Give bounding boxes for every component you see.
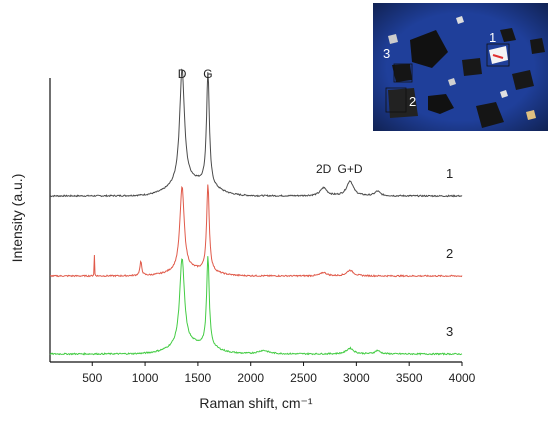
- x-tick-label: 4000: [449, 371, 476, 385]
- series-label-1: 1: [446, 166, 453, 181]
- red-mark: [492, 54, 504, 59]
- micrograph-inset: 1 2 3: [373, 3, 548, 131]
- flake: [392, 64, 412, 82]
- flake: [428, 94, 454, 114]
- spectrum-line-1: [49, 68, 463, 198]
- flake: [476, 102, 504, 128]
- series-labels: 1 2 3: [446, 166, 453, 339]
- flake: [526, 110, 536, 120]
- peak-label: G+D: [338, 162, 363, 176]
- x-axis-title: Raman shift, cm⁻¹: [199, 395, 313, 411]
- x-tick-label: 3500: [396, 371, 423, 385]
- inset-highlight-box: [486, 43, 510, 67]
- series-label-2: 2: [446, 246, 453, 261]
- flake: [462, 58, 482, 76]
- series-group: [49, 68, 463, 356]
- flake: [500, 90, 508, 98]
- flake: [410, 30, 448, 68]
- axes: [49, 78, 462, 363]
- flake: [388, 34, 398, 44]
- inset-label-2: 2: [409, 94, 416, 109]
- series-label-3: 3: [446, 324, 453, 339]
- spectrum-line-3: [49, 256, 463, 356]
- inset-box-3: [393, 63, 413, 83]
- x-tick-label: 2500: [290, 371, 317, 385]
- bright-flake: [489, 46, 508, 64]
- spectrum-line-2: [49, 184, 463, 278]
- peak-label: D: [178, 67, 187, 81]
- inset-box-2: [385, 87, 407, 113]
- x-ticks: 500 1000 1500 2000 2500 3000 3500 4000: [82, 362, 476, 385]
- x-tick-label: 3000: [343, 371, 370, 385]
- flake: [530, 38, 545, 54]
- y-axis-title: Intensity (a.u.): [9, 174, 25, 263]
- x-tick-label: 2000: [237, 371, 264, 385]
- inset-label-3: 3: [383, 46, 390, 61]
- x-tick-label: 1500: [185, 371, 212, 385]
- peak-label: G: [203, 67, 212, 81]
- inset-label-1: 1: [489, 30, 496, 45]
- flake: [512, 70, 534, 90]
- x-tick-label: 500: [82, 371, 102, 385]
- flake: [456, 16, 464, 24]
- peak-label: 2D: [316, 162, 332, 176]
- flake: [388, 88, 418, 118]
- peak-annotations: D G 2D G+D: [178, 67, 363, 176]
- x-tick-label: 1000: [132, 371, 159, 385]
- flake: [500, 28, 516, 42]
- flake: [448, 78, 456, 86]
